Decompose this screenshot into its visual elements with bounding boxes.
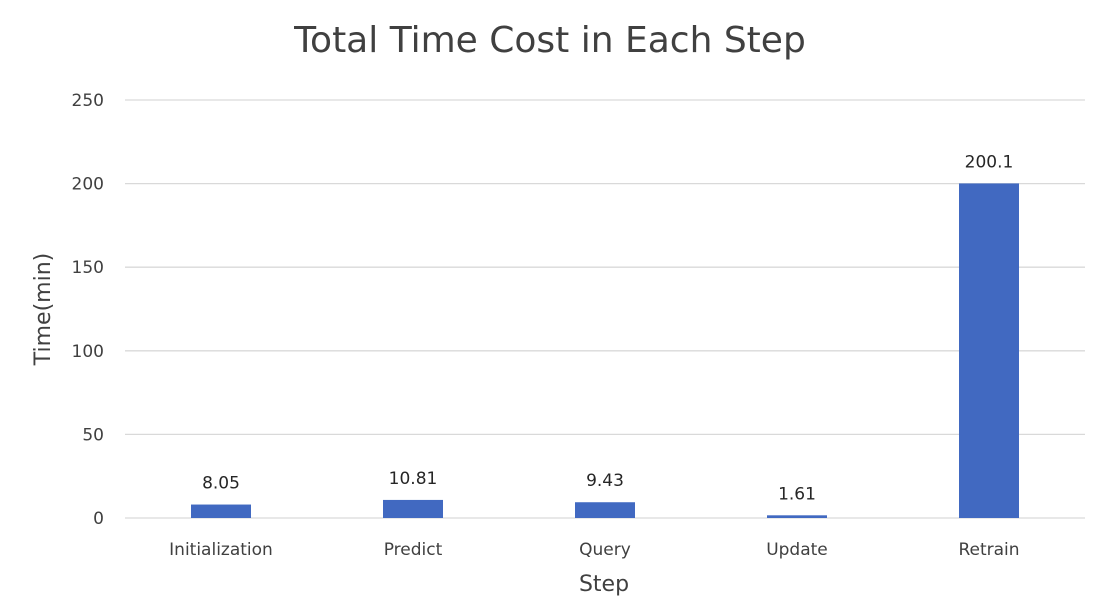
data-label: 10.81 [389, 469, 438, 489]
x-axis-title: Step [579, 572, 629, 597]
x-tick-label: Update [766, 540, 828, 560]
bar-retrain [959, 183, 1019, 518]
gridlines [125, 99, 1085, 519]
y-tick-label: 250 [72, 91, 104, 111]
x-tick-label: Initialization [169, 540, 273, 560]
y-tick-label: 200 [72, 175, 104, 195]
data-label: 9.43 [586, 471, 624, 491]
bars [191, 183, 1019, 518]
x-axis-ticks: Initialization Predict Query Update Retrain [169, 540, 1019, 560]
y-tick-label: 0 [93, 509, 104, 529]
data-label: 200.1 [965, 152, 1014, 172]
x-tick-label: Retrain [958, 540, 1019, 560]
y-axis-title: Time(min) [31, 253, 56, 367]
data-label: 8.05 [202, 474, 240, 494]
bar-initialization [191, 504, 251, 518]
y-tick-label: 150 [72, 258, 104, 278]
y-axis-ticks: 0 50 100 150 200 250 [72, 91, 104, 529]
bar-update [767, 515, 827, 518]
y-tick-label: 50 [82, 425, 104, 445]
y-tick-label: 100 [72, 342, 104, 362]
x-tick-label: Query [579, 540, 631, 560]
bar-query [575, 502, 635, 518]
chart-title: Total Time Cost in Each Step [293, 20, 806, 61]
bar-predict [383, 499, 443, 518]
data-label: 1.61 [778, 484, 816, 504]
data-labels: 8.05 10.81 9.43 1.61 200.1 [202, 152, 1013, 504]
x-tick-label: Predict [384, 540, 443, 560]
